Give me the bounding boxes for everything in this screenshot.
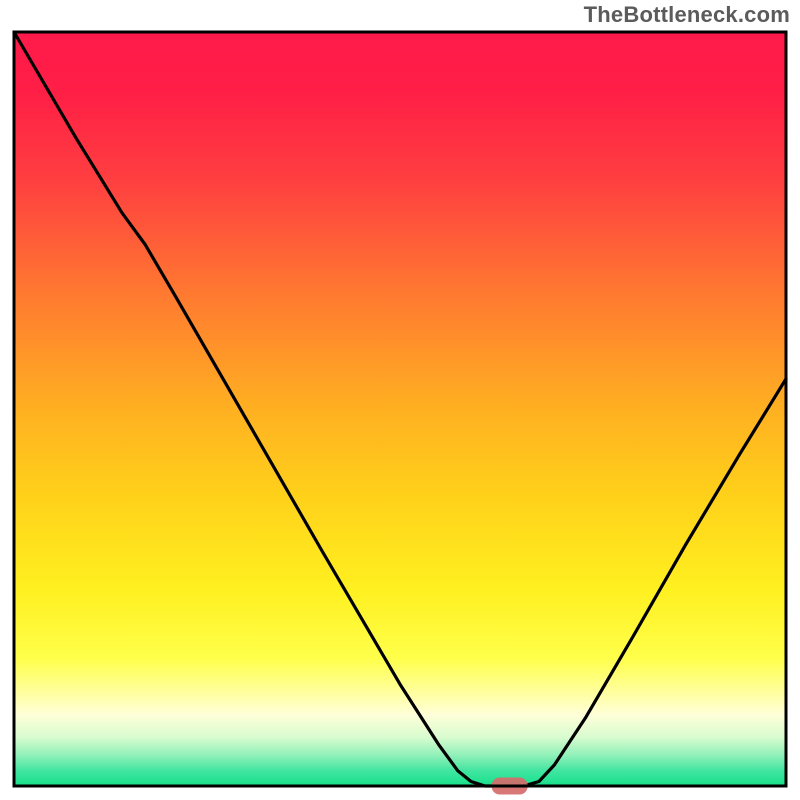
figure-container: TheBottleneck.com — [0, 0, 800, 800]
chart-svg — [0, 0, 800, 800]
watermark-text: TheBottleneck.com — [584, 2, 790, 28]
plot-background — [14, 32, 786, 786]
